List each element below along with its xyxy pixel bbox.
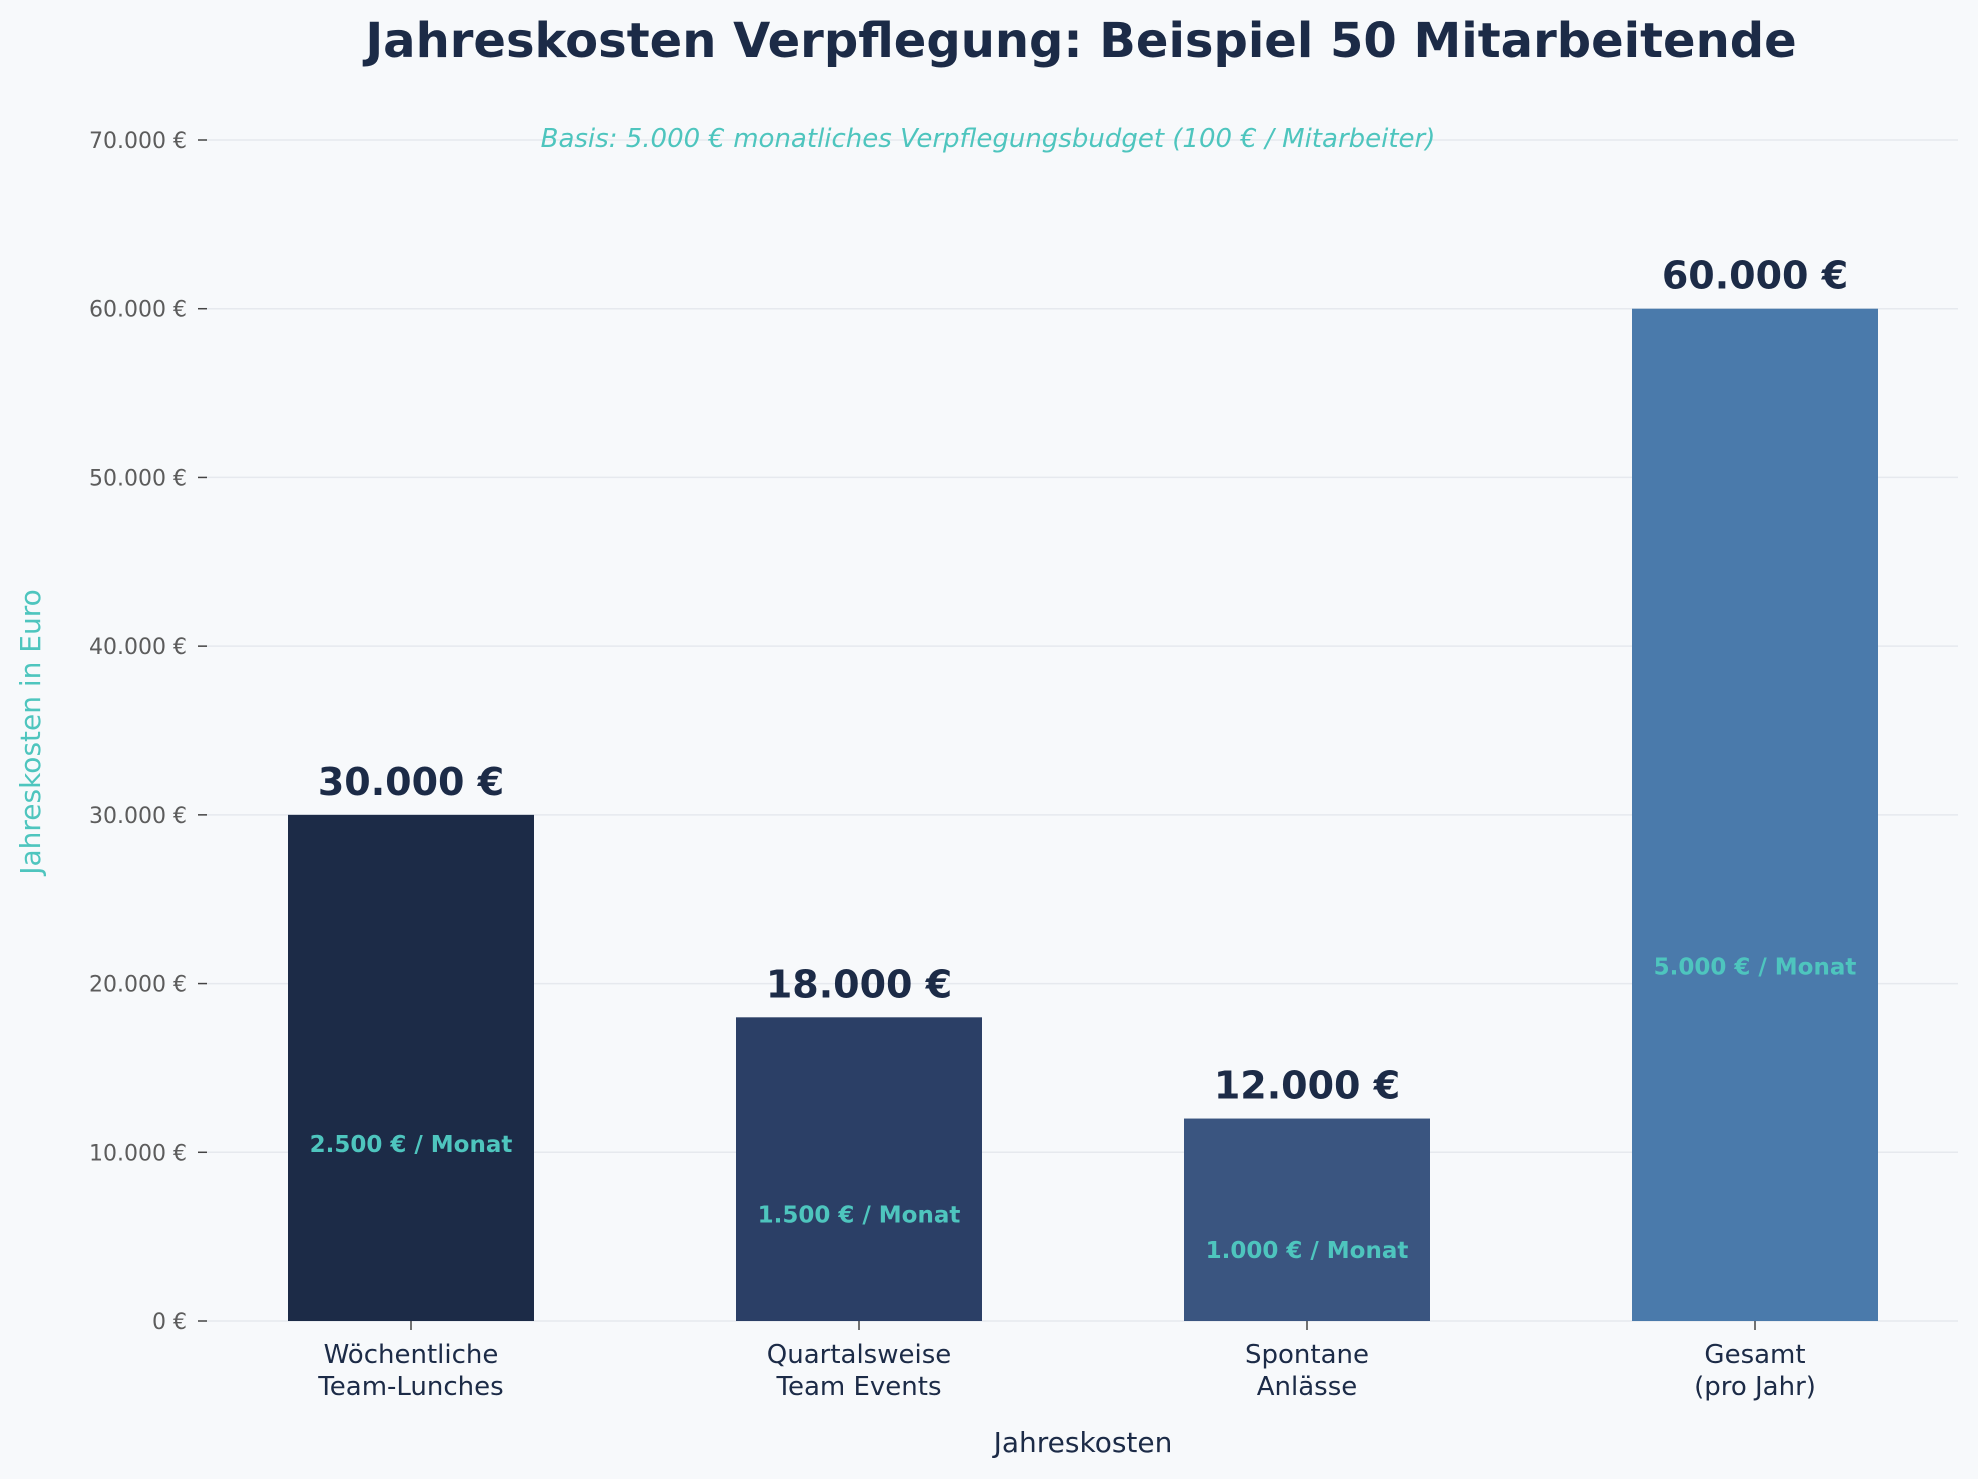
bar-monthly-label: 2.500 € / Monat	[310, 1132, 513, 1158]
bar-monthly-label: 1.500 € / Monat	[758, 1203, 961, 1229]
y-tick-label: 40.000 €	[89, 635, 187, 660]
bar-monthly-label: 5.000 € / Monat	[1654, 955, 1857, 981]
bar	[1632, 308, 1878, 1321]
bar-value-label: 60.000 €	[1662, 254, 1848, 298]
x-tick-label: (pro Jahr)	[1694, 1372, 1816, 1402]
y-tick-label: 30.000 €	[89, 804, 187, 829]
bar	[288, 814, 534, 1321]
x-tick-label: Quartalsweise	[767, 1340, 952, 1370]
y-tick-label: 10.000 €	[89, 1141, 187, 1166]
chart-title: Jahreskosten Verpflegung: Beispiel 50 Mi…	[362, 13, 1796, 69]
y-tick-label: 0 €	[152, 1310, 187, 1335]
y-axis-label: Jahreskosten in Euro	[14, 589, 47, 877]
x-tick-label: Wöchentliche	[324, 1340, 499, 1370]
x-axis-label: Jahreskosten	[992, 1426, 1173, 1459]
y-tick-label: 20.000 €	[89, 973, 187, 998]
chart-subtitle: Basis: 5.000 € monatliches Verpflegungsb…	[541, 124, 1436, 154]
bar-value-label: 12.000 €	[1214, 1064, 1400, 1108]
x-tick-label: Team-Lunches	[317, 1372, 503, 1402]
x-tick-label: Gesamt	[1704, 1340, 1805, 1370]
x-tick-label: Spontane	[1245, 1340, 1369, 1370]
bar-value-label: 30.000 €	[318, 760, 504, 804]
bars	[288, 308, 1878, 1321]
y-tick-label: 70.000 €	[89, 129, 187, 154]
x-tick-label: Team Events	[775, 1372, 941, 1402]
bar-labels: 30.000 € 2.500 € / Monat 18.000 € 1.500 € /…	[310, 254, 1857, 1264]
bar-value-label: 18.000 €	[766, 962, 952, 1006]
y-axis: 0 € 10.000 € 20.000 € 30.000 € 40.000 € 50.00…	[89, 129, 207, 1335]
bar	[736, 1017, 982, 1321]
y-tick-label: 50.000 €	[89, 466, 187, 491]
bar-monthly-label: 1.000 € / Monat	[1206, 1238, 1409, 1264]
bar	[1184, 1118, 1430, 1321]
x-tick-label: Anlässe	[1257, 1372, 1358, 1402]
y-tick-label: 60.000 €	[89, 298, 187, 323]
